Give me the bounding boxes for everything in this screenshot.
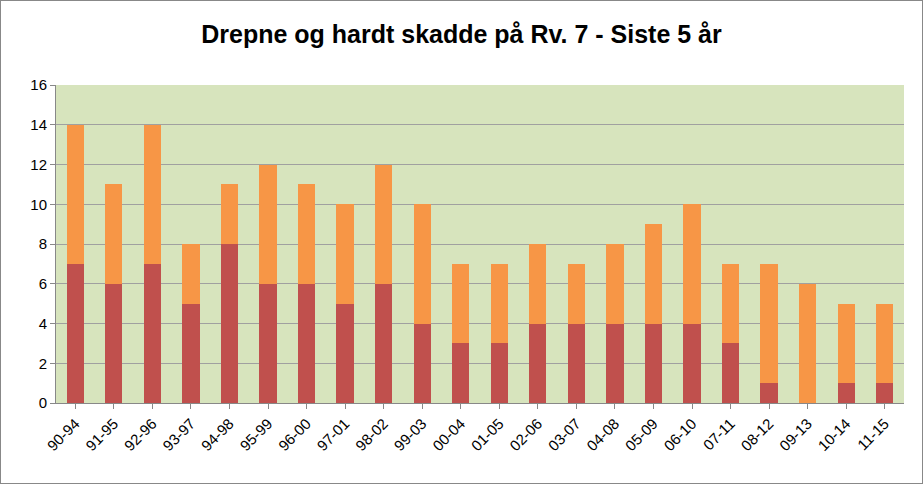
svg-text:11-15: 11-15 [854, 415, 892, 453]
svg-text:6: 6 [39, 275, 47, 292]
svg-text:4: 4 [39, 315, 47, 332]
svg-text:8: 8 [39, 235, 47, 252]
svg-text:08-12: 08-12 [737, 415, 776, 454]
svg-text:09-13: 09-13 [776, 415, 815, 454]
svg-text:14: 14 [30, 116, 47, 133]
svg-text:2: 2 [39, 355, 47, 372]
svg-text:04-08: 04-08 [583, 415, 622, 454]
svg-text:91-95: 91-95 [82, 415, 121, 454]
svg-text:05-09: 05-09 [622, 415, 661, 454]
svg-text:95-99: 95-99 [236, 415, 275, 454]
svg-text:10: 10 [30, 196, 47, 213]
svg-text:07-11: 07-11 [700, 415, 738, 453]
svg-text:10-14: 10-14 [814, 415, 853, 454]
svg-text:96-00: 96-00 [275, 415, 314, 454]
svg-text:01-05: 01-05 [468, 415, 507, 454]
svg-text:12: 12 [30, 156, 47, 173]
svg-text:03-07: 03-07 [545, 415, 584, 454]
svg-text:0: 0 [39, 394, 47, 411]
svg-text:94-98: 94-98 [198, 415, 237, 454]
svg-text:93-97: 93-97 [159, 415, 198, 454]
svg-text:06-10: 06-10 [660, 415, 699, 454]
svg-text:02-06: 02-06 [506, 415, 545, 454]
svg-text:16: 16 [30, 76, 47, 93]
svg-text:92-96: 92-96 [121, 415, 160, 454]
svg-text:99-03: 99-03 [390, 415, 429, 454]
svg-text:97-01: 97-01 [313, 415, 352, 454]
svg-text:00-04: 00-04 [429, 415, 468, 454]
svg-text:98-02: 98-02 [352, 415, 391, 454]
svg-text:90-94: 90-94 [44, 415, 83, 454]
svg-text:Drepne og hardt skadde på Rv.: Drepne og hardt skadde på Rv. 7 - Siste … [201, 20, 722, 48]
